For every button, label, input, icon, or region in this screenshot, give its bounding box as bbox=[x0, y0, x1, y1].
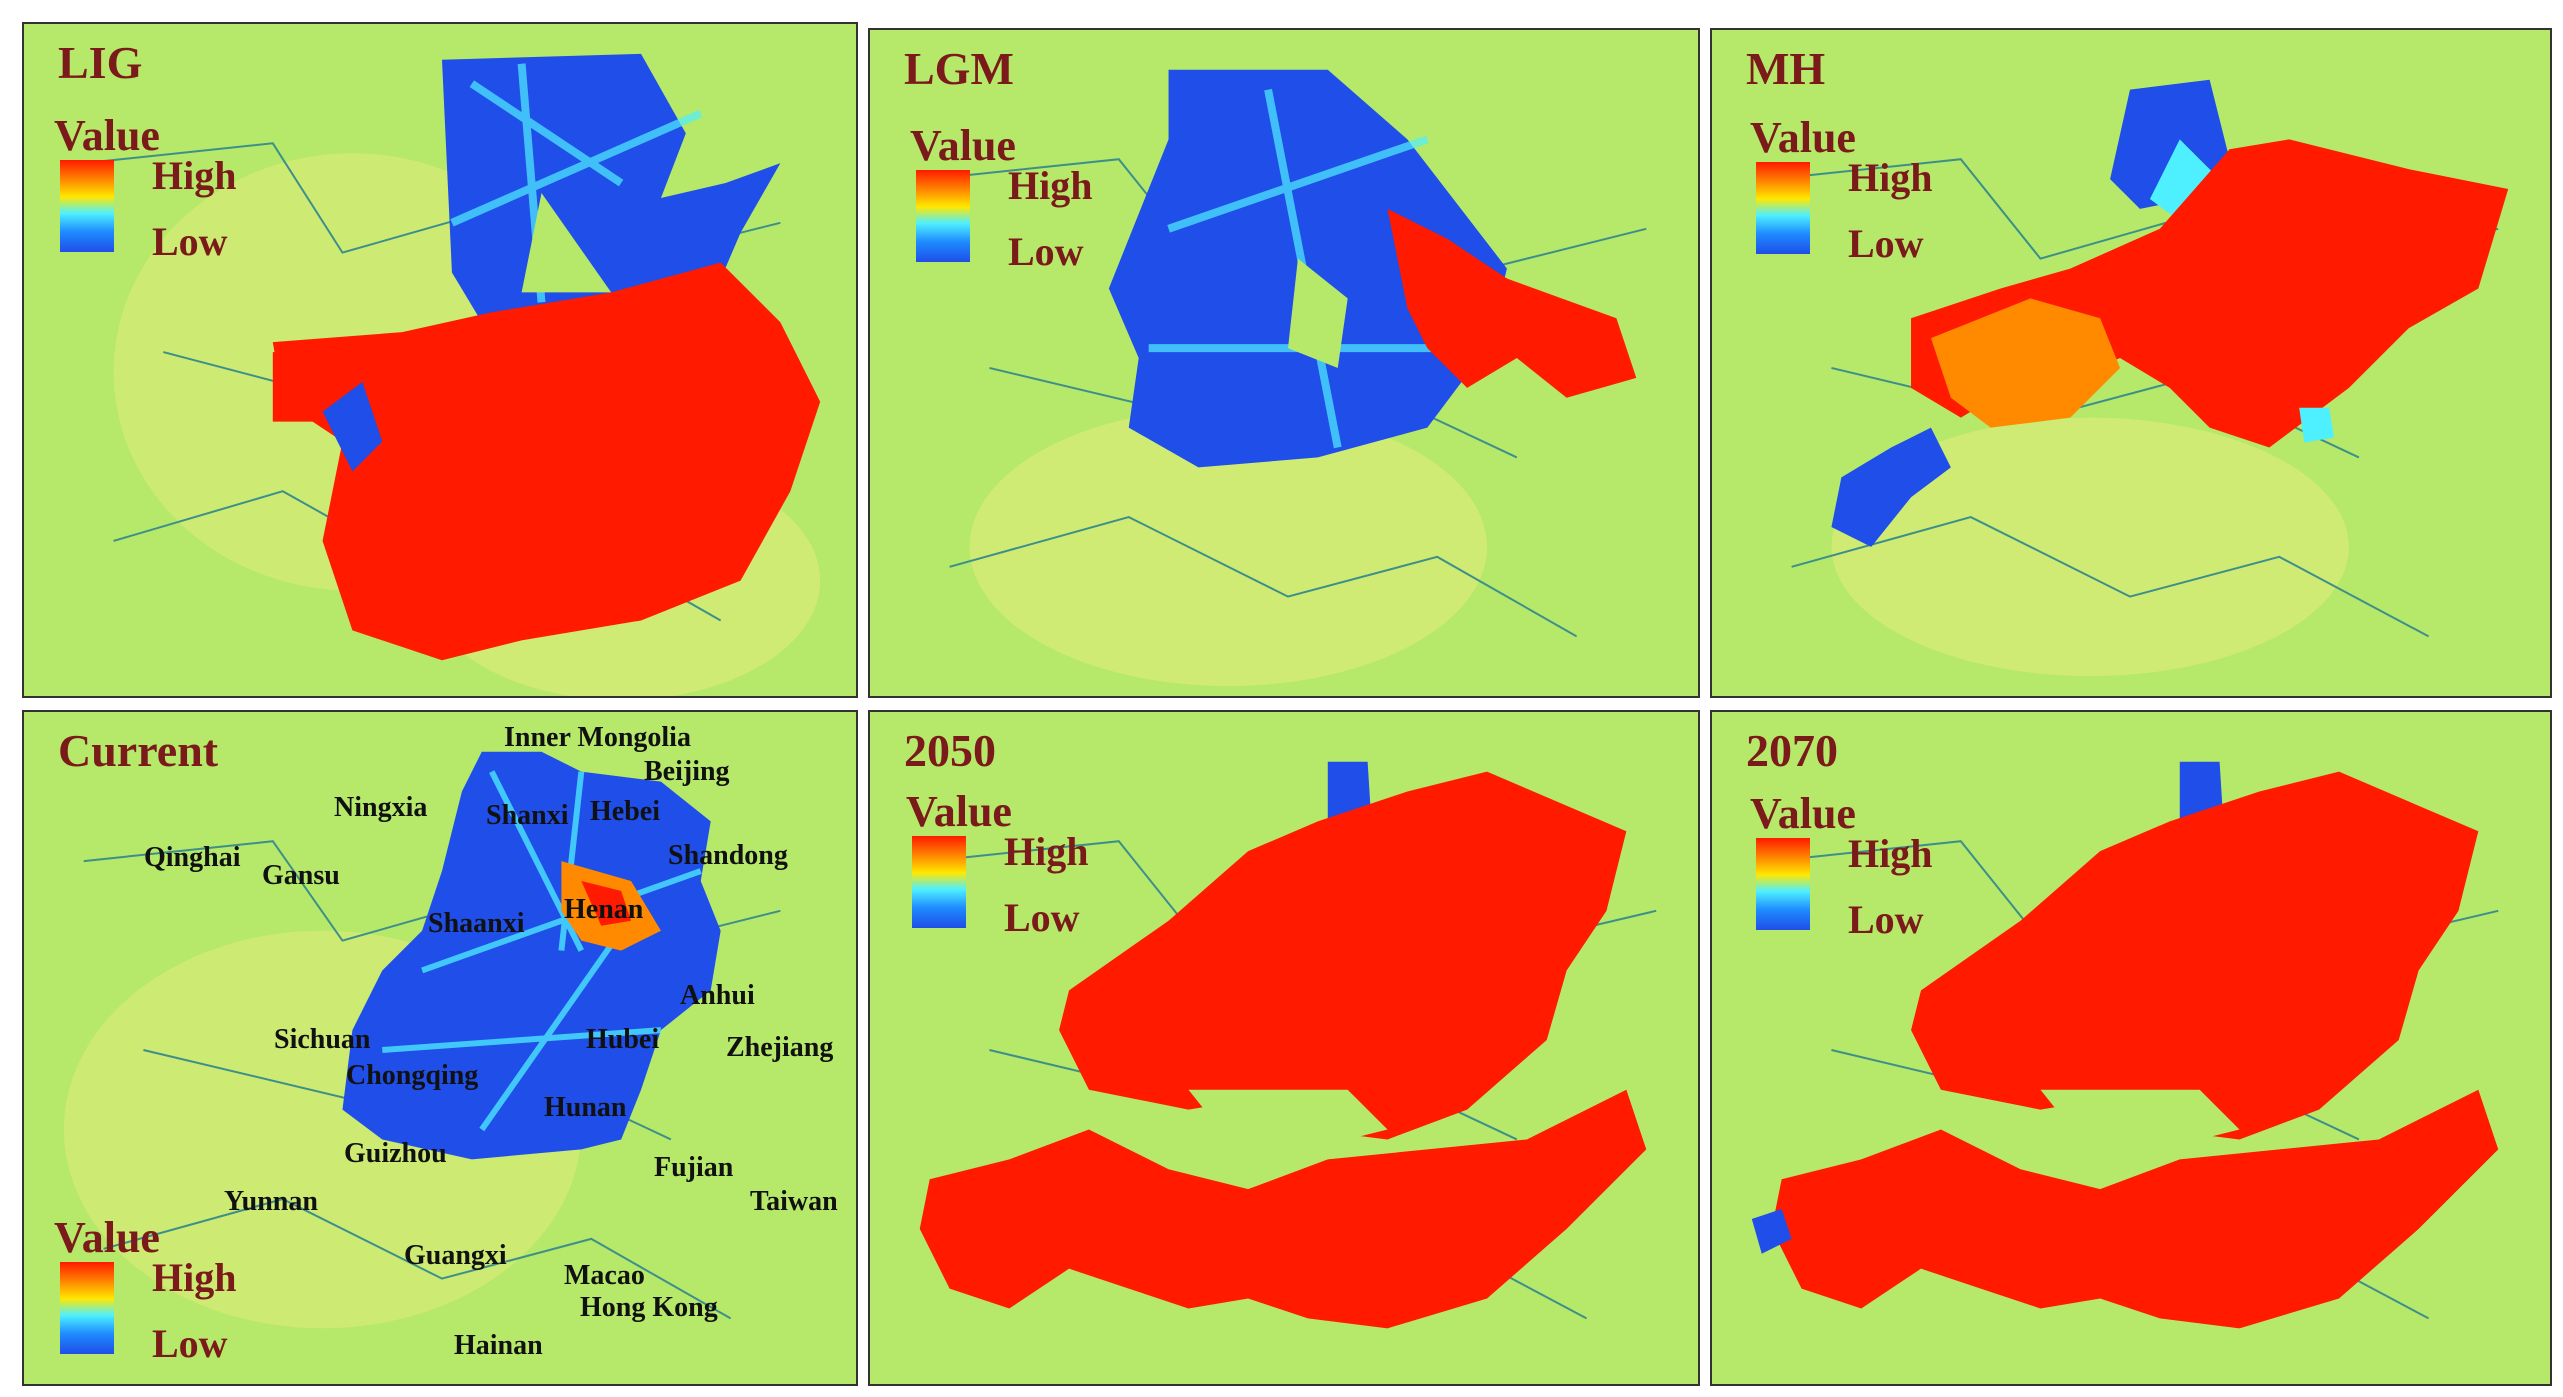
panel-title: Current bbox=[58, 725, 219, 776]
place-label: Shaanxi bbox=[428, 908, 525, 939]
place-label: Hunan bbox=[544, 1092, 627, 1123]
legend-high-label: High bbox=[152, 153, 237, 198]
legend-title: Value bbox=[1750, 789, 1856, 838]
high-suitability-area bbox=[1911, 771, 2479, 1140]
map-2070 bbox=[1751, 761, 2499, 1329]
map-panel-lig: LIG Value High Low bbox=[22, 22, 858, 698]
place-label: Hubei bbox=[586, 1024, 660, 1055]
light-terrain bbox=[969, 407, 1488, 687]
legend: Value High Low bbox=[1750, 112, 1990, 282]
place-label: Chongqing bbox=[346, 1060, 479, 1091]
legend-color-ramp bbox=[1756, 838, 1810, 930]
place-label: Qinghai bbox=[144, 842, 241, 873]
light-terrain bbox=[1831, 417, 2349, 677]
legend-low-label: Low bbox=[152, 219, 228, 264]
legend-low-label: Low bbox=[1848, 897, 1924, 942]
place-label: Hong Kong bbox=[580, 1292, 718, 1323]
map-mh bbox=[1771, 79, 2509, 677]
legend: Value High Low bbox=[54, 110, 294, 280]
legend-low-label: Low bbox=[1004, 895, 1080, 940]
place-label: Guangxi bbox=[404, 1240, 507, 1271]
legend-high-label: High bbox=[152, 1255, 237, 1300]
map-panel-2050: 2050 Value High Low bbox=[868, 710, 1700, 1386]
map-panel-lgm: LGM Value High Low bbox=[868, 28, 1700, 698]
low-suitability-area bbox=[1751, 1209, 1792, 1254]
place-label: Shandong bbox=[668, 840, 788, 871]
legend-title: Value bbox=[54, 111, 160, 160]
place-label: Macao bbox=[564, 1260, 645, 1291]
gap-area bbox=[2040, 1089, 2240, 1150]
place-label: Henan bbox=[564, 894, 644, 925]
place-label: Anhui bbox=[680, 980, 755, 1011]
high-suitability-area bbox=[919, 1089, 1647, 1329]
legend: Value High Low bbox=[910, 120, 1150, 290]
place-label: Hainan bbox=[454, 1330, 543, 1361]
legend-low-label: Low bbox=[1008, 229, 1084, 274]
high-suitability-area bbox=[1059, 771, 1627, 1140]
legend-color-ramp bbox=[912, 836, 966, 928]
legend-color-ramp bbox=[916, 170, 970, 262]
map-2050 bbox=[919, 761, 1657, 1329]
legend-title: Value bbox=[1750, 113, 1856, 162]
low-suitability-area bbox=[1831, 427, 1951, 547]
panel-title: 2070 bbox=[1746, 725, 1838, 776]
panel-title: MH bbox=[1746, 43, 1826, 94]
panel-title: 2050 bbox=[904, 725, 996, 776]
place-label: Beijing bbox=[644, 756, 730, 787]
legend-low-label: Low bbox=[152, 1321, 228, 1366]
high-suitability-area bbox=[272, 262, 821, 661]
map-lig bbox=[83, 53, 821, 696]
legend-title: Value bbox=[906, 787, 1012, 836]
gap-area bbox=[1188, 1089, 1388, 1150]
legend-title: Value bbox=[910, 121, 1016, 170]
legend: Value High Low bbox=[1750, 788, 1990, 958]
place-label: Sichuan bbox=[274, 1024, 371, 1055]
legend-high-label: High bbox=[1004, 829, 1089, 874]
legend: Value High Low bbox=[54, 1212, 294, 1382]
map-panel-2070: 2070 Value High Low bbox=[1710, 710, 2552, 1386]
map-lgm bbox=[929, 69, 1647, 687]
legend-color-ramp bbox=[60, 160, 114, 252]
place-label: Zhejiang bbox=[726, 1032, 834, 1063]
legend-low-label: Low bbox=[1848, 221, 1924, 266]
low-suitability-area bbox=[342, 751, 721, 1160]
high-suitability-area bbox=[1387, 208, 1637, 398]
place-label: Ningxia bbox=[334, 792, 428, 823]
legend-title: Value bbox=[54, 1213, 160, 1262]
legend-high-label: High bbox=[1848, 831, 1933, 876]
high-suitability-area bbox=[581, 880, 632, 926]
place-label: Shanxi bbox=[486, 800, 569, 831]
map-panel-mh: MH Value High Low bbox=[1710, 28, 2552, 698]
low-suitability-area bbox=[322, 381, 383, 472]
legend: Value High Low bbox=[906, 786, 1146, 956]
legend-color-ramp bbox=[60, 1262, 114, 1354]
place-label: Guizhou bbox=[344, 1138, 447, 1169]
place-label: Hebei bbox=[590, 796, 660, 827]
map-panel-current: Current Inner Mongolia Beijing Ningxia S… bbox=[22, 710, 858, 1386]
panel-title: LIG bbox=[58, 37, 143, 88]
place-label: Taiwan bbox=[750, 1186, 838, 1217]
gap-area bbox=[521, 192, 612, 293]
place-label: Inner Mongolia bbox=[504, 722, 691, 753]
high-suitability-area bbox=[1771, 1089, 2499, 1329]
map-current bbox=[63, 751, 781, 1329]
legend-high-label: High bbox=[1848, 155, 1933, 200]
medium-high-suitability-area bbox=[1930, 298, 2121, 428]
place-label: Yunnan bbox=[224, 1186, 318, 1217]
low-gradient-area bbox=[2299, 407, 2335, 443]
place-label: Fujian bbox=[654, 1152, 734, 1183]
legend-high-label: High bbox=[1008, 163, 1093, 208]
place-label: Gansu bbox=[262, 860, 340, 891]
legend-color-ramp bbox=[1756, 162, 1810, 254]
low-gradient-lines bbox=[382, 770, 702, 1132]
panel-title: LGM bbox=[904, 43, 1014, 94]
gap-area bbox=[1287, 258, 1348, 368]
